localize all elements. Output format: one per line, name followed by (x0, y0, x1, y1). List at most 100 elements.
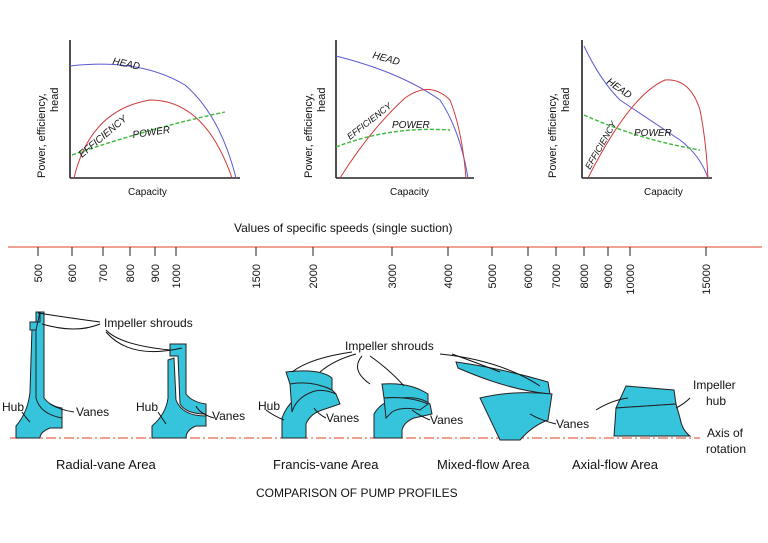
graph-axial-ylabel-2: head (560, 88, 572, 112)
graph-axial-xlabel: Capacity (644, 187, 683, 198)
graph-francis-head-label: HEAD (371, 50, 401, 68)
label-hub-3: Hub (258, 399, 280, 413)
graph-francis-ylabel-2: head (316, 88, 328, 112)
leader-shroud-2d (369, 355, 405, 387)
graph-radial: HEAD EFFICIENCY POWER Power, efficiency,… (36, 40, 240, 198)
leader-hub-1 (21, 411, 31, 423)
speed-tick-label: 700 (98, 264, 110, 282)
impeller-mixed-flow-vane (479, 392, 553, 441)
area-label-francis: Francis-vane Area (273, 457, 379, 472)
graph-axial-head-label: HEAD (604, 76, 633, 101)
graph-radial-efficiency-label: EFFICIENCY (77, 113, 131, 160)
leader-shroud-1d (105, 331, 183, 353)
impeller-radial-1 (15, 311, 63, 439)
graph-francis-efficiency-curve (335, 128, 451, 148)
leader-shroud-2c (357, 355, 371, 385)
impeller-radial-2 (151, 343, 207, 439)
graph-radial-xlabel: Capacity (128, 187, 167, 198)
graph-radial-ylabel-1: Power, efficiency, (36, 93, 48, 178)
leader-hub-3 (265, 409, 285, 421)
speed-tick-label: 10000 (625, 264, 637, 295)
leader-shroud-1c (105, 329, 171, 351)
graph-radial-ylabel-2: head (49, 88, 61, 112)
leader-impeller-hub (675, 397, 691, 409)
impeller-radial-1-lip (29, 311, 41, 331)
label-impeller-shrouds-2: Impeller shrouds (345, 339, 434, 353)
speed-tick-label: 15000 (701, 264, 713, 295)
leader-vanes-4 (411, 409, 431, 421)
impeller-radial-1-hub (15, 325, 63, 439)
leader-vanes-6 (595, 397, 629, 411)
label-hub-2: Hub (136, 400, 158, 414)
impeller-axial-flow-hub (613, 403, 692, 437)
impeller-mixed-flow (455, 361, 553, 441)
leader-shroud-2a (291, 351, 353, 373)
label-impeller-shrouds-1: Impeller shrouds (104, 316, 193, 330)
graph-radial-efficiency-curve (71, 111, 226, 156)
graph-francis: HEAD EFFICIENCY POWER Power, efficiency,… (303, 40, 474, 198)
leader-vanes-1 (49, 403, 75, 413)
label-impeller-hub-line1: Impeller (693, 378, 736, 392)
leader-vanes-2 (195, 405, 215, 419)
speed-scale-ticks: 500 600 700 800 900 1000 1500 2000 3000 4000 5000 6… (33, 247, 713, 295)
label-vanes-4: Vanes (430, 413, 463, 427)
speed-tick-label: 9000 (603, 264, 615, 288)
area-label-mixed: Mixed-flow Area (437, 457, 530, 472)
leader-shroud-1a (37, 312, 101, 323)
leader-shroud-2f (439, 353, 541, 387)
impeller-francis-2 (373, 383, 433, 439)
graph-francis-xlabel: Capacity (390, 187, 429, 198)
leader-hub-2 (157, 411, 167, 425)
speed-tick-label: 7000 (551, 264, 563, 288)
speed-tick-label: 3000 (387, 264, 399, 288)
leader-shroud-1b (41, 323, 101, 330)
label-vanes-2: Vanes (212, 409, 245, 423)
impeller-radial-2-hub (151, 357, 207, 439)
label-axis-line1: Axis of (707, 426, 744, 440)
graph-francis-power-curve (339, 89, 467, 179)
leader-vanes-5 (529, 413, 557, 425)
speed-tick-label: 900 (150, 264, 162, 282)
impeller-francis-2-vane (383, 397, 429, 420)
speed-tick-label: 5000 (487, 264, 499, 288)
impeller-francis-1-vane (289, 382, 337, 413)
graph-axial-ylabel-1: Power, efficiency, (547, 93, 559, 178)
graph-axial-power-curve (587, 79, 709, 179)
leader-shroud-2b (319, 353, 357, 373)
impeller-radial-2-shroud (169, 343, 207, 415)
graph-axial-power-label: POWER (634, 128, 672, 139)
impeller-mixed-flow-shroud (455, 361, 551, 395)
graph-francis-head-curve (335, 55, 469, 179)
speed-tick-label: 6000 (523, 264, 535, 288)
speed-tick-label: 500 (33, 264, 45, 282)
speed-scale-title: Values of specific speeds (single suctio… (234, 221, 453, 235)
label-vanes-1: Vanes (76, 405, 109, 419)
area-label-axial: Axial-flow Area (572, 457, 659, 472)
speed-tick-label: 600 (67, 264, 79, 282)
speed-tick-label: 8000 (579, 264, 591, 288)
graph-axial-efficiency-curve (583, 114, 701, 151)
graph-francis-power-label: POWER (392, 120, 430, 131)
leader-vanes-3 (313, 407, 327, 419)
graph-axial-head-curve (583, 45, 709, 179)
speed-tick-label: 2000 (308, 264, 320, 288)
label-vanes-3: Vanes (326, 411, 359, 425)
impeller-axial-flow (613, 385, 692, 437)
graph-radial-power-curve (73, 99, 233, 179)
graph-francis-ylabel-1: Power, efficiency, (303, 93, 315, 178)
speed-tick-label: 1500 (251, 264, 263, 288)
label-hub-1: Hub (2, 400, 24, 414)
figure-caption: COMPARISON OF PUMP PROFILES (256, 486, 458, 500)
label-vanes-5: Vanes (556, 417, 589, 431)
area-label-radial: Radial-vane Area (56, 457, 156, 472)
graph-axial: HEAD EFFICIENCY POWER Power, efficiency,… (547, 40, 712, 198)
label-axis-line2: rotation (706, 442, 746, 456)
graph-axial-efficiency-label: EFFICIENCY (583, 119, 619, 171)
graph-radial-power-label: POWER (132, 125, 171, 141)
impeller-francis-1 (281, 370, 341, 439)
speed-tick-label: 800 (125, 264, 137, 282)
graph-radial-head-label: HEAD (111, 56, 140, 73)
speed-tick-label: 4000 (443, 264, 455, 288)
